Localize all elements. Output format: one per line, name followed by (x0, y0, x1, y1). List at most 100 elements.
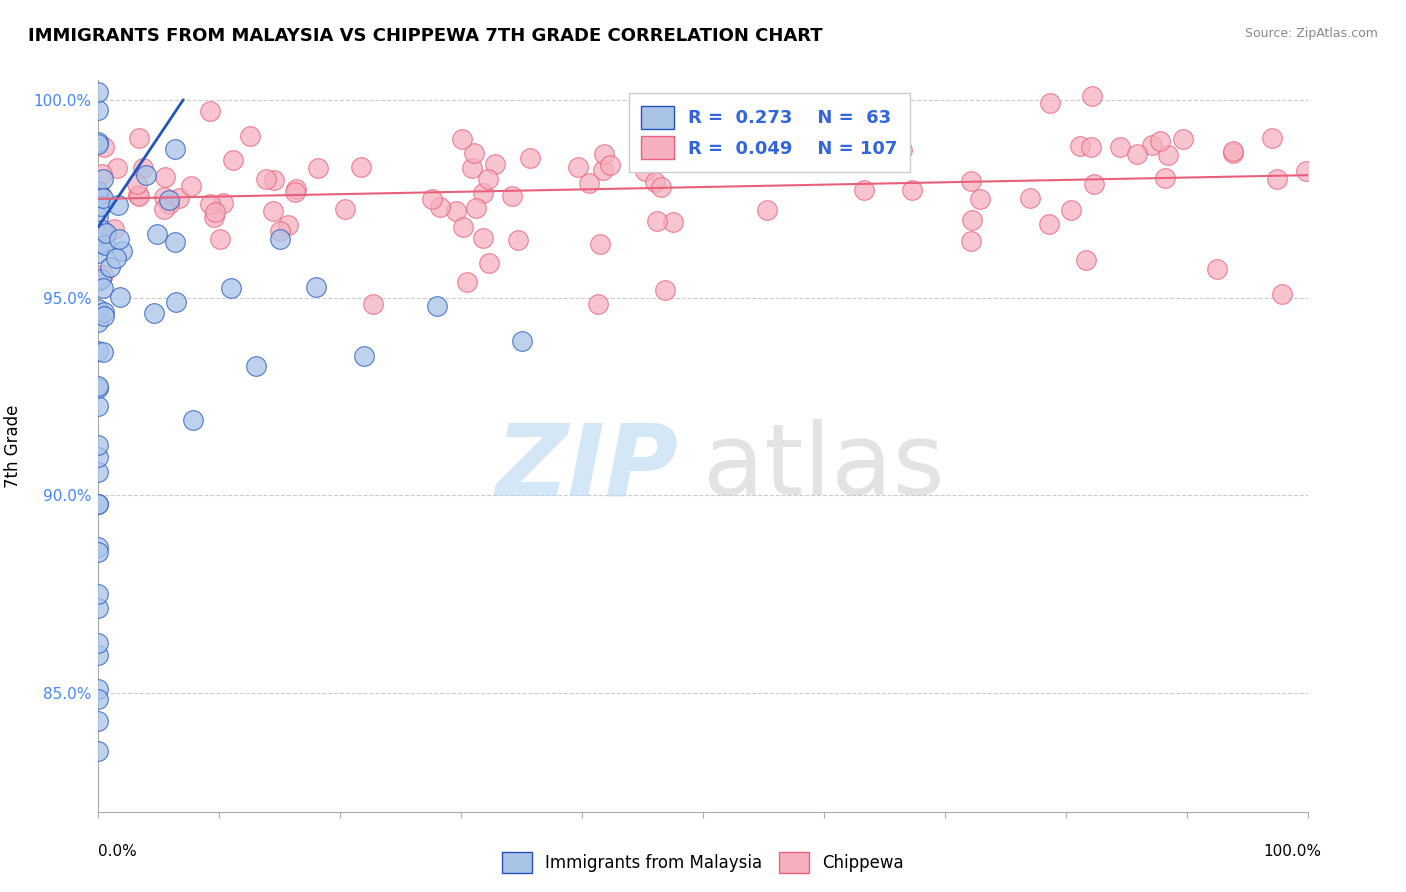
Point (589, 237, 612, 252)
Point (1060, 203, 1083, 218)
Point (305, 280, 328, 294)
Point (221, 281, 243, 295)
Point (245, 359, 267, 374)
Point (87, 437, 110, 451)
Point (962, 213, 984, 227)
Point (87, 184, 110, 198)
Text: ZIP: ZIP (496, 419, 679, 516)
Point (87, 378, 110, 392)
Point (91, 191, 114, 205)
Point (834, 143, 856, 157)
Point (91, 172, 114, 186)
Point (153, 169, 176, 184)
Point (891, 143, 914, 157)
Text: 100.0%: 100.0% (1264, 845, 1322, 859)
Point (446, 204, 468, 219)
Point (105, 161, 128, 176)
Point (202, 211, 225, 225)
Point (96, 227, 118, 241)
Point (472, 186, 495, 201)
Point (143, 306, 166, 320)
Point (1206, 262, 1229, 277)
Point (350, 160, 373, 174)
Point (567, 160, 589, 174)
Point (1157, 148, 1180, 162)
Point (959, 234, 981, 248)
Point (900, 183, 922, 197)
Point (204, 205, 226, 219)
Point (87, 246, 110, 260)
Point (93, 310, 115, 324)
Point (592, 163, 614, 178)
Point (87, 315, 110, 329)
Point (153, 202, 176, 217)
Point (284, 186, 307, 200)
Point (876, 140, 898, 154)
Point (87, 227, 110, 242)
Text: 0.0%: 0.0% (98, 845, 138, 859)
Point (87, 544, 110, 558)
Point (1081, 88, 1104, 103)
Point (586, 296, 609, 310)
Text: Source: ZipAtlas.com: Source: ZipAtlas.com (1244, 27, 1378, 40)
Point (153, 190, 176, 204)
Point (1149, 134, 1171, 148)
Point (1109, 139, 1132, 153)
Point (163, 235, 186, 249)
Point (696, 125, 718, 139)
Point (87, 692, 110, 706)
Legend: R =  0.273    N =  63, R =  0.049    N = 107: R = 0.273 N = 63, R = 0.049 N = 107 (628, 93, 910, 172)
Point (263, 173, 285, 187)
Point (222, 153, 245, 167)
Point (128, 131, 150, 145)
Point (132, 161, 155, 175)
Point (284, 182, 307, 196)
Point (200, 104, 222, 119)
Point (87, 85, 110, 99)
Point (262, 204, 284, 219)
Point (1038, 217, 1060, 231)
Point (87, 399, 110, 413)
Point (1171, 132, 1194, 146)
Point (254, 171, 277, 186)
Point (852, 183, 875, 197)
Point (91, 223, 114, 237)
Point (644, 175, 666, 189)
Point (103, 222, 125, 236)
Point (420, 192, 443, 206)
Point (87, 135, 110, 149)
Point (472, 231, 495, 245)
Point (477, 172, 499, 186)
Point (87, 497, 110, 511)
Point (87, 636, 110, 650)
Point (269, 232, 291, 246)
Point (91, 281, 114, 295)
Point (1069, 139, 1091, 153)
Point (361, 297, 384, 311)
Point (167, 190, 190, 204)
Point (1019, 191, 1042, 205)
Point (87, 274, 110, 288)
Point (87, 497, 110, 511)
Point (510, 334, 533, 348)
Point (508, 233, 530, 247)
Point (478, 256, 501, 270)
Point (1295, 164, 1317, 178)
Point (1039, 96, 1062, 111)
Point (650, 180, 672, 194)
Point (87, 210, 110, 224)
Point (165, 142, 187, 156)
Point (89, 235, 111, 250)
Point (93, 140, 115, 154)
Point (181, 413, 204, 427)
Point (87, 465, 110, 479)
Point (135, 168, 157, 182)
Text: IMMIGRANTS FROM MALAYSIA VS CHIPPEWA 7TH GRADE CORRELATION CHART: IMMIGRANTS FROM MALAYSIA VS CHIPPEWA 7TH… (28, 27, 823, 45)
Point (599, 158, 621, 172)
Point (165, 294, 187, 309)
Point (633, 138, 655, 153)
Point (239, 128, 262, 143)
Point (87, 744, 110, 758)
Point (125, 177, 148, 191)
Point (593, 147, 616, 161)
